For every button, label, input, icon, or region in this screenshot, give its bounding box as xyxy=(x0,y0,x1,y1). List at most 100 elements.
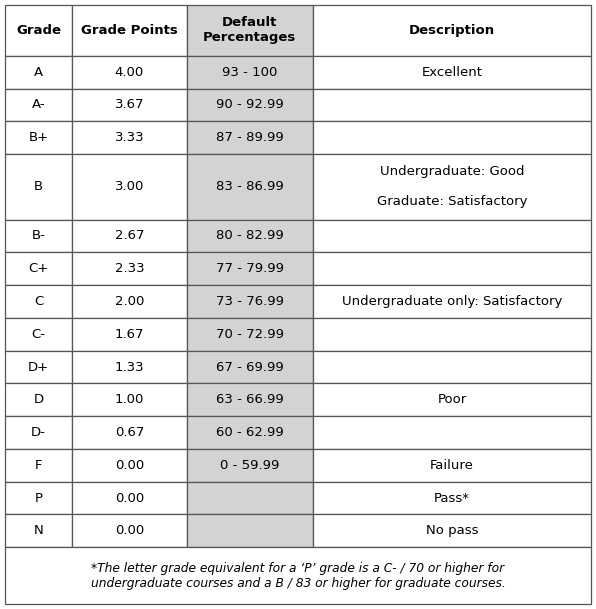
Bar xyxy=(313,5,591,56)
Bar xyxy=(187,318,313,351)
Text: Grade: Grade xyxy=(16,24,61,37)
Bar xyxy=(187,56,313,88)
Bar xyxy=(187,252,313,285)
Bar xyxy=(187,482,313,515)
Text: 73 - 76.99: 73 - 76.99 xyxy=(216,295,284,308)
Bar xyxy=(187,416,313,449)
Bar xyxy=(5,154,72,220)
Bar xyxy=(5,384,72,416)
Bar xyxy=(5,220,72,252)
Text: 83 - 86.99: 83 - 86.99 xyxy=(216,180,284,193)
Bar xyxy=(72,154,187,220)
Text: 0.00: 0.00 xyxy=(115,524,144,537)
Bar xyxy=(72,351,187,384)
Text: C: C xyxy=(34,295,43,308)
Text: D+: D+ xyxy=(28,361,49,373)
Text: 2.67: 2.67 xyxy=(114,230,144,242)
Text: 0.00: 0.00 xyxy=(115,491,144,505)
Text: 70 - 72.99: 70 - 72.99 xyxy=(216,328,284,341)
Bar xyxy=(313,384,591,416)
Bar xyxy=(72,515,187,547)
Text: B: B xyxy=(34,180,43,193)
Bar xyxy=(313,515,591,547)
Text: Default
Percentages: Default Percentages xyxy=(203,16,296,44)
Bar xyxy=(5,88,72,121)
Text: N: N xyxy=(33,524,44,537)
Text: D-: D- xyxy=(31,426,46,439)
Bar xyxy=(72,384,187,416)
Bar xyxy=(72,220,187,252)
Bar xyxy=(187,121,313,154)
Text: F: F xyxy=(35,459,42,472)
Text: 90 - 92.99: 90 - 92.99 xyxy=(216,99,284,111)
Bar xyxy=(313,351,591,384)
Text: 2.00: 2.00 xyxy=(114,295,144,308)
Bar xyxy=(5,416,72,449)
Bar xyxy=(5,547,591,604)
Text: Undergraduate: Good

Graduate: Satisfactory: Undergraduate: Good Graduate: Satisfacto… xyxy=(377,166,527,208)
Bar xyxy=(5,121,72,154)
Text: Grade Points: Grade Points xyxy=(81,24,178,37)
Text: 2.33: 2.33 xyxy=(114,262,144,275)
Text: *The letter grade equivalent for a ‘P’ grade is a C- / 70 or higher for
undergra: *The letter grade equivalent for a ‘P’ g… xyxy=(91,561,505,590)
Text: A: A xyxy=(34,66,43,79)
Bar xyxy=(5,515,72,547)
Bar xyxy=(187,384,313,416)
Bar xyxy=(187,449,313,482)
Text: Pass*: Pass* xyxy=(434,491,470,505)
Text: C+: C+ xyxy=(29,262,49,275)
Bar xyxy=(5,5,72,56)
Bar xyxy=(313,56,591,88)
Text: 0.67: 0.67 xyxy=(114,426,144,439)
Text: 1.67: 1.67 xyxy=(114,328,144,341)
Text: Poor: Poor xyxy=(437,393,467,406)
Text: 80 - 82.99: 80 - 82.99 xyxy=(216,230,284,242)
Bar xyxy=(72,121,187,154)
Text: Failure: Failure xyxy=(430,459,474,472)
Text: B+: B+ xyxy=(29,131,48,144)
Text: C-: C- xyxy=(32,328,45,341)
Bar xyxy=(313,482,591,515)
Bar xyxy=(187,5,313,56)
Text: 60 - 62.99: 60 - 62.99 xyxy=(216,426,284,439)
Bar xyxy=(72,252,187,285)
Text: 77 - 79.99: 77 - 79.99 xyxy=(216,262,284,275)
Text: Excellent: Excellent xyxy=(421,66,482,79)
Text: 93 - 100: 93 - 100 xyxy=(222,66,277,79)
Text: Description: Description xyxy=(409,24,495,37)
Text: P: P xyxy=(35,491,42,505)
Bar xyxy=(5,56,72,88)
Text: 4.00: 4.00 xyxy=(115,66,144,79)
Bar xyxy=(72,318,187,351)
Bar xyxy=(5,482,72,515)
Bar xyxy=(313,416,591,449)
Bar xyxy=(72,482,187,515)
Text: 63 - 66.99: 63 - 66.99 xyxy=(216,393,284,406)
Bar xyxy=(187,285,313,318)
Bar xyxy=(187,351,313,384)
Bar xyxy=(72,416,187,449)
Text: 3.67: 3.67 xyxy=(114,99,144,111)
Bar xyxy=(72,285,187,318)
Text: 0.00: 0.00 xyxy=(115,459,144,472)
Bar xyxy=(313,220,591,252)
Text: No pass: No pass xyxy=(426,524,478,537)
Text: Undergraduate only: Satisfactory: Undergraduate only: Satisfactory xyxy=(342,295,562,308)
Text: 3.00: 3.00 xyxy=(114,180,144,193)
Text: 87 - 89.99: 87 - 89.99 xyxy=(216,131,284,144)
Bar xyxy=(313,252,591,285)
Bar xyxy=(313,449,591,482)
Bar xyxy=(313,88,591,121)
Bar xyxy=(187,154,313,220)
Text: A-: A- xyxy=(32,99,45,111)
Text: B-: B- xyxy=(32,230,45,242)
Bar xyxy=(187,515,313,547)
Text: 1.00: 1.00 xyxy=(114,393,144,406)
Text: 0 - 59.99: 0 - 59.99 xyxy=(220,459,280,472)
Bar xyxy=(72,56,187,88)
Text: 3.33: 3.33 xyxy=(114,131,144,144)
Bar xyxy=(313,121,591,154)
Bar xyxy=(5,351,72,384)
Bar xyxy=(187,88,313,121)
Bar xyxy=(72,449,187,482)
